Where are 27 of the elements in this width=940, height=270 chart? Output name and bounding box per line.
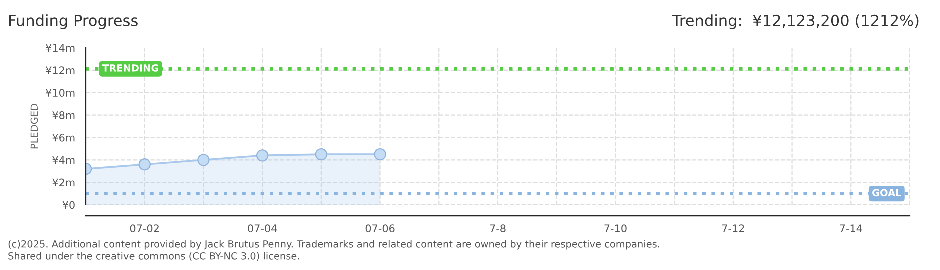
y-tick-label: ¥6m [52,134,75,142]
chart-subtitle: Trending: ¥12,123,200 (1212%) [672,14,919,30]
point [256,150,269,162]
y-tick-label: ¥12m [46,66,75,74]
y-tick-label: ¥2m [52,178,75,187]
point [374,148,386,161]
text: (c)2025. Additional content provided by Jack Brutus Penny. Trademarks and related content are owned by their respective companies. [8,240,660,250]
point [198,154,210,166]
x-tick-label: 07-02 [130,224,159,233]
x-tick-label: 07-06 [366,224,395,233]
text: Shared under the creative commons (CC BY-NC 3.0) license. [8,252,300,261]
x-tick-label: 7-10 [604,224,627,233]
x-tick-label: 7-8 [490,224,506,233]
point [138,158,151,171]
y-tick-label: ¥8m [52,112,75,120]
ref-line-label: TRENDING [102,64,158,72]
x-tick-label: 7-14 [840,224,862,232]
point [315,148,328,161]
ref-line-label: GOAL [872,189,902,197]
x-tick-label: 07-04 [248,224,278,233]
y-tick-label: ¥4m [52,156,75,164]
chart-title: Funding Progress [10,14,138,30]
y-tick-label: ¥0 [62,201,75,210]
y-tick-label: ¥14m [46,44,75,52]
y-tick-label: ¥10m [46,89,75,97]
x-tick-label: 7-12 [722,224,744,232]
y-axis-title: PLEDGED [30,104,38,149]
